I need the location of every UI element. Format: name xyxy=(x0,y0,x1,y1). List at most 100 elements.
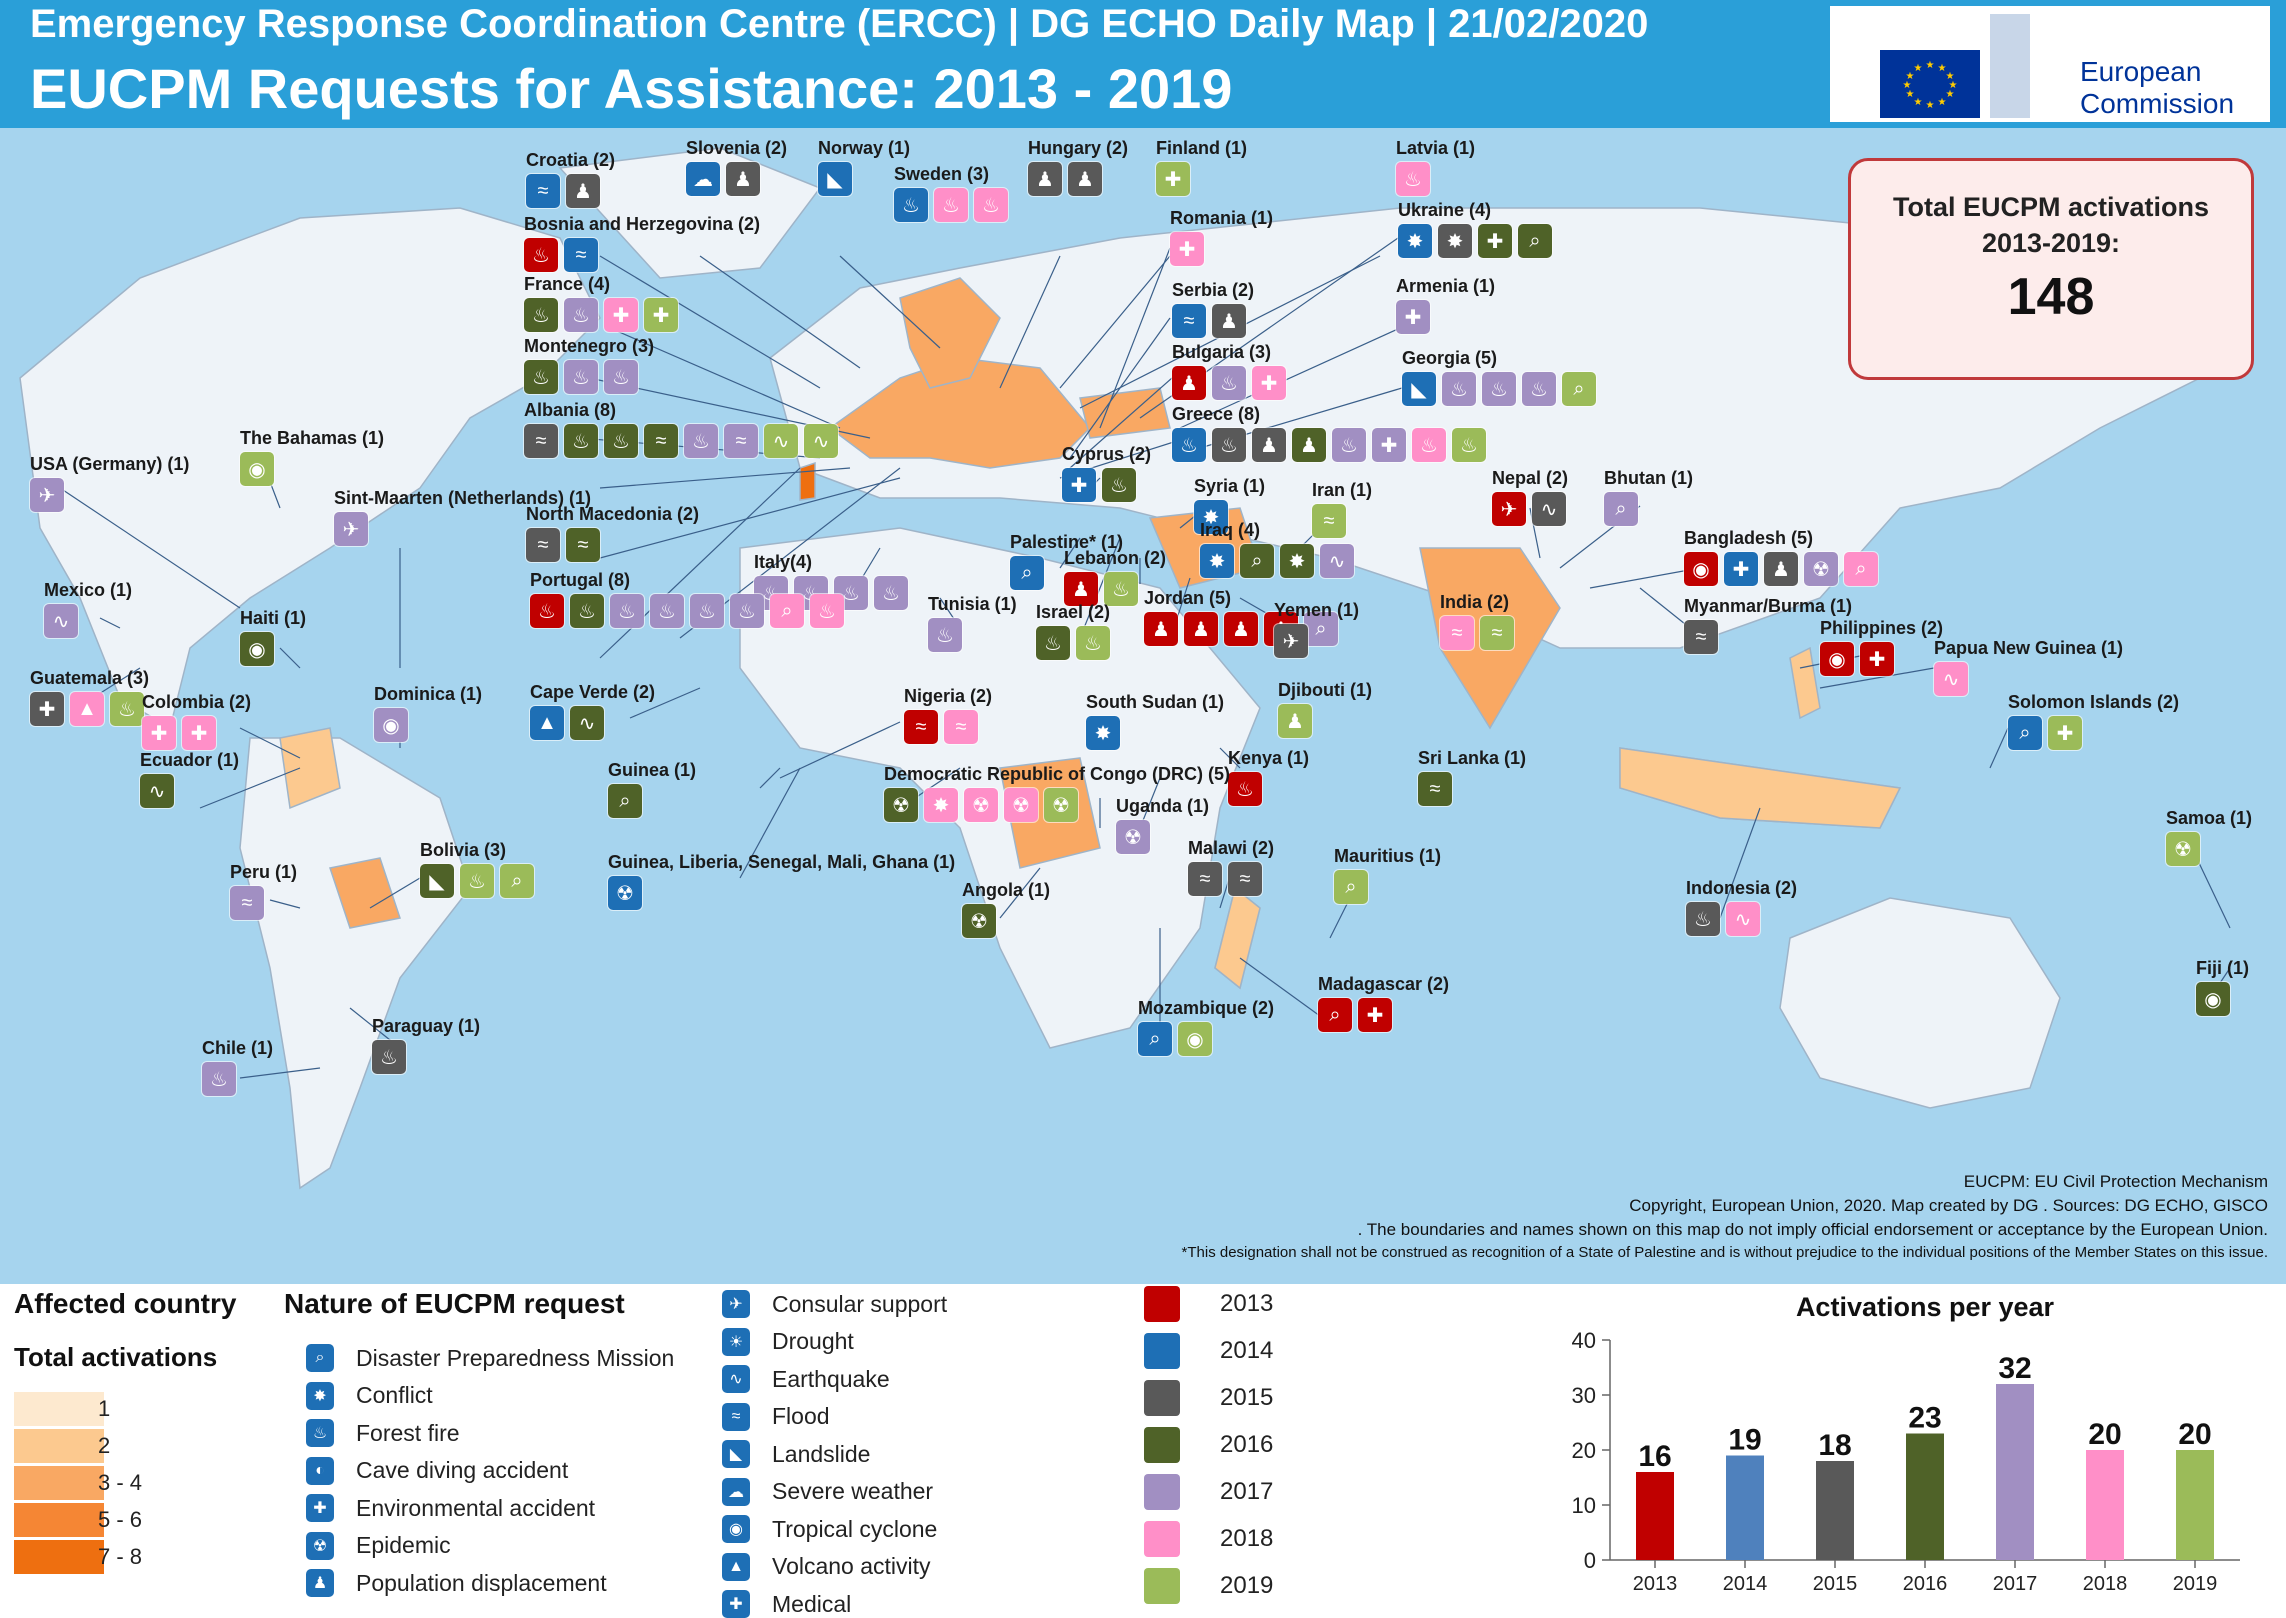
year-legend-item: 2018 xyxy=(1144,1521,1273,1557)
request-icon: ♟ xyxy=(1028,162,1062,196)
bar-value-label: 32 xyxy=(1998,1352,2031,1385)
country-label: USA (Germany) (1) xyxy=(30,454,190,474)
request-icon: ☢ xyxy=(2166,832,2200,866)
country-label: Norway (1) xyxy=(818,138,911,158)
request-icon: ⌕ xyxy=(1844,552,1878,586)
country-request-icons: ♟ ♨ ✚ xyxy=(1172,366,1286,400)
request-icon: ✸ xyxy=(1280,544,1314,578)
leader-line xyxy=(599,477,901,559)
request-icon: ♨ xyxy=(1172,428,1206,462)
nature-icon: ◉ xyxy=(722,1515,750,1543)
request-icon: ♨ xyxy=(730,594,764,628)
country-request-icons: ♨ xyxy=(202,1062,236,1096)
request-icon: ∿ xyxy=(1320,544,1354,578)
request-icon: ♟ xyxy=(726,162,760,196)
svg-text:★: ★ xyxy=(1903,80,1912,91)
nature-item: ≈ Flood xyxy=(722,1402,830,1431)
bar xyxy=(1816,1461,1854,1560)
request-icon: ✸ xyxy=(1086,716,1120,750)
country-label: Myanmar/Burma (1) xyxy=(1684,596,1853,616)
year-legend-item: 2013 xyxy=(1144,1286,1273,1322)
class-swatch xyxy=(14,1392,104,1426)
country-label: South Sudan (1) xyxy=(1086,692,1224,712)
world-map: Croatia (2) ≈ ♟ Slovenia (2) ☁ ♟ Norway (1) ◣ Hu… xyxy=(0,128,2286,1284)
year-label: 2017 xyxy=(1220,1478,1274,1505)
leader-line xyxy=(699,255,861,369)
country-label: Iran (1) xyxy=(1312,480,1373,500)
country-request-icons: ☢ xyxy=(608,876,642,910)
credit-copyright: Copyright, European Union, 2020. Map cre… xyxy=(1629,1196,2268,1215)
country-label: Serbia (2) xyxy=(1172,280,1255,300)
leader-line xyxy=(1099,247,1171,429)
nature-icon: ∿ xyxy=(722,1365,750,1393)
country-label: Bulgaria (3) xyxy=(1172,342,1272,362)
x-tick-label: 2016 xyxy=(1903,1573,1948,1595)
country-request-icons: ♟ ♨ xyxy=(1064,572,1138,606)
request-icon: ∿ xyxy=(140,774,174,808)
country-label: Fiji (1) xyxy=(2196,958,2249,978)
country-label: Greece (8) xyxy=(1172,404,1261,424)
request-icon: ≈ xyxy=(1228,862,1262,896)
request-icon: ≈ xyxy=(724,424,758,458)
total-activations-box: Total EUCPM activations 2013-2019: 148 xyxy=(1848,158,2254,380)
country-label: Cyprus (2) xyxy=(1062,444,1152,464)
class-label: 5 - 6 xyxy=(98,1507,143,1532)
request-icon: ♨ xyxy=(604,424,638,458)
country-request-icons: ✈ xyxy=(1274,624,1308,658)
leader-line xyxy=(1069,317,1171,459)
svg-text:★: ★ xyxy=(1938,97,1947,108)
request-icon: ≈ xyxy=(944,710,978,744)
nature-icon: ▲ xyxy=(722,1552,750,1581)
request-icon: ∿ xyxy=(1934,662,1968,696)
country-request-icons: ♨ ♨ xyxy=(1036,626,1110,660)
nature-icon: ☁ xyxy=(722,1477,750,1506)
request-icon: ♨ xyxy=(1442,372,1476,406)
leader-line xyxy=(1239,957,1321,1017)
nature-label: Earthquake xyxy=(772,1365,890,1392)
x-tick-label: 2017 xyxy=(1993,1573,2038,1595)
request-icon: ♟ xyxy=(1278,704,1312,738)
y-tick-label: 10 xyxy=(1572,1493,1596,1518)
request-icon: ✚ xyxy=(1156,162,1190,196)
leader-line xyxy=(999,867,1041,919)
request-icon: ♨ xyxy=(1412,428,1446,462)
request-icon: ☢ xyxy=(884,788,918,822)
country-request-icons: ☁ ♟ xyxy=(686,162,760,196)
nature-label: Drought xyxy=(772,1328,854,1354)
country-label: The Bahamas (1) xyxy=(240,428,385,448)
request-icon: ☢ xyxy=(608,876,642,910)
logo-text-line1: European xyxy=(2080,56,2202,87)
country-label: Syria (1) xyxy=(1194,476,1266,496)
activations-per-year-chart: Activations per year01020304016201319201… xyxy=(1572,1292,2240,1595)
request-icon: ⌕ xyxy=(500,864,534,898)
country-label: Ukraine (4) xyxy=(1398,200,1492,220)
country-request-icons: ✚ xyxy=(1396,300,1430,334)
landmass-australia xyxy=(1779,897,2061,1109)
svg-text:★: ★ xyxy=(1946,71,1955,82)
legend-affected-title: Affected country xyxy=(14,1288,237,1319)
country-label: Peru (1) xyxy=(230,862,298,882)
year-swatch xyxy=(1144,1380,1180,1416)
request-icon: ✸ xyxy=(1194,500,1228,534)
y-tick-label: 30 xyxy=(1572,1383,1596,1408)
request-icon: ◣ xyxy=(420,864,454,898)
class-label: 7 - 8 xyxy=(98,1544,143,1569)
nature-icon: ◐ xyxy=(306,1456,334,1485)
country-request-icons: ✚ ♨ xyxy=(1062,468,1136,502)
request-icon: ◉ xyxy=(374,708,408,742)
svg-text:★: ★ xyxy=(1946,89,1955,100)
country-request-icons: ✚ ▲ ♨ xyxy=(30,692,144,726)
nature-item: ◉ Tropical cyclone xyxy=(722,1515,937,1543)
country-label: Philippines (2) xyxy=(1820,618,1944,638)
country-request-icons: ≈ ♟ xyxy=(1172,304,1246,338)
country-label: Democratic Republic of Congo (DRC) (5) xyxy=(884,764,1231,784)
country-label: Ecuador (1) xyxy=(140,750,240,770)
nature-item: ✈ Consular support xyxy=(722,1290,947,1318)
y-tick-label: 20 xyxy=(1572,1438,1596,1463)
highlight-madagascar xyxy=(1214,886,1261,990)
request-icon: ♨ xyxy=(650,594,684,628)
bar-value-label: 18 xyxy=(1818,1429,1851,1462)
request-icon: ☢ xyxy=(1044,788,1078,822)
request-icon: ♨ xyxy=(570,594,604,628)
nature-label: Tropical cyclone xyxy=(772,1515,938,1542)
